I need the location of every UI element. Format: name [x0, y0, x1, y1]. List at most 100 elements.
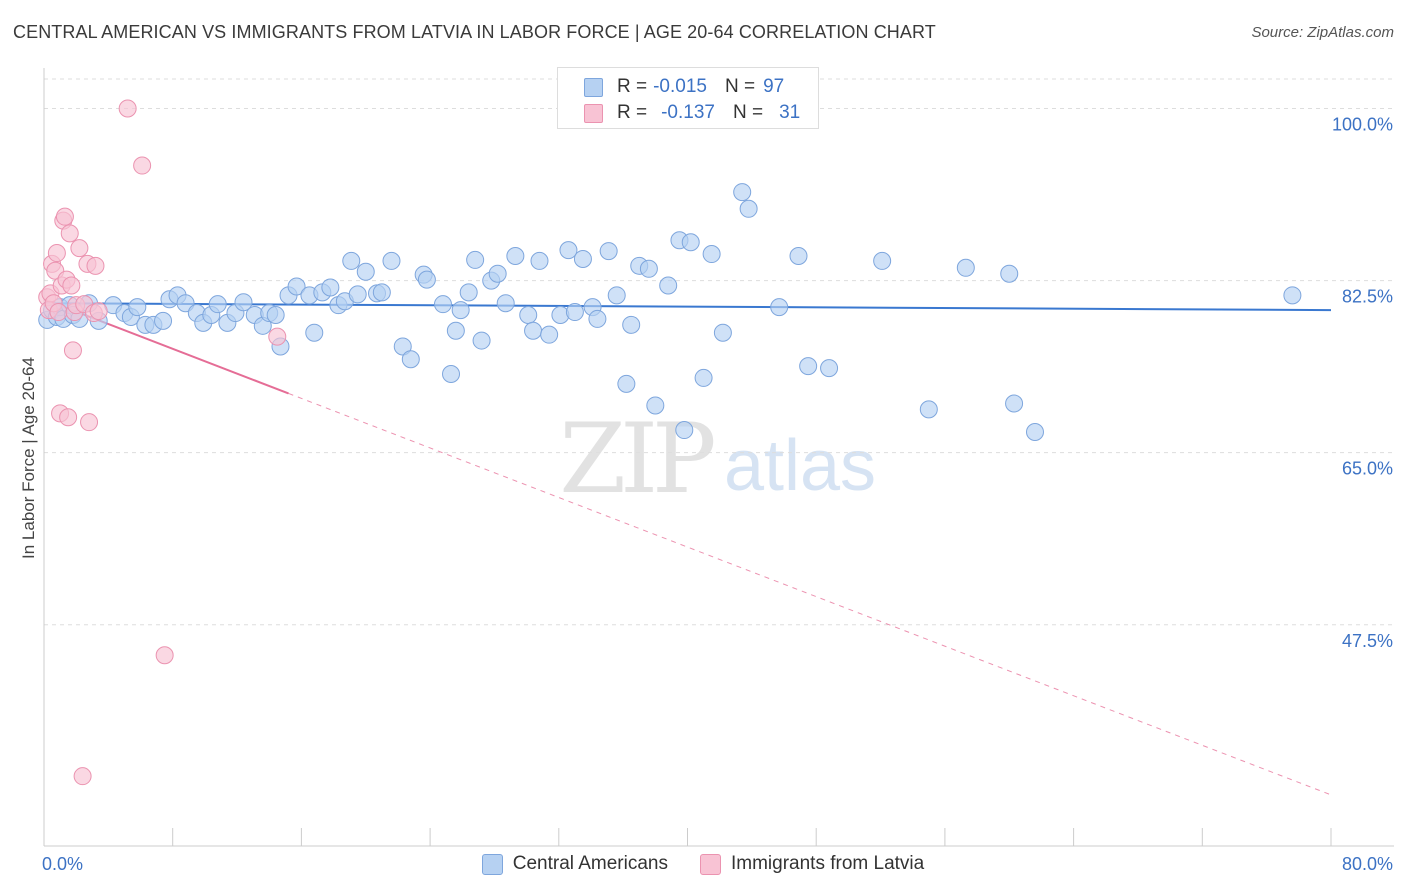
- trend-lines: [43, 298, 1332, 796]
- data-point: [873, 251, 892, 270]
- data-point: [1025, 423, 1044, 442]
- legend-row-central-americans: R = -0.015 N = 97: [584, 75, 784, 99]
- data-point: [133, 156, 152, 175]
- x-tick-label: 80.0%: [1342, 854, 1393, 874]
- data-point: [488, 264, 507, 283]
- watermark-zip: ZIP: [559, 403, 714, 515]
- data-point: [356, 262, 375, 281]
- legend-label: Immigrants from Latvia: [731, 853, 925, 874]
- series-legend: Central Americans Immigrants from Latvia: [0, 852, 1406, 876]
- data-point: [639, 259, 658, 278]
- data-point: [770, 298, 789, 317]
- data-point: [540, 325, 559, 344]
- data-point: [382, 251, 401, 270]
- data-point: [47, 244, 66, 263]
- watermark-atlas: atlas: [724, 426, 876, 506]
- data-point: [393, 337, 412, 356]
- data-point: [208, 295, 227, 314]
- data-point: [442, 365, 461, 383]
- data-point: [789, 247, 808, 265]
- data-point: [519, 306, 538, 324]
- data-point: [588, 309, 607, 328]
- legend-label: Central Americans: [512, 853, 668, 874]
- data-point: [342, 251, 361, 270]
- y-tick-label: 65.0%: [1342, 459, 1393, 479]
- legend-swatch-pink: [584, 103, 603, 123]
- tick-labels: 100.0% 82.5% 65.0% 47.5% 0.0% 80.0%: [42, 115, 1393, 875]
- series-pink: [38, 99, 287, 786]
- data-point: [155, 646, 174, 665]
- data-point: [659, 276, 678, 295]
- data-points: [38, 99, 1302, 786]
- data-point: [472, 331, 491, 350]
- data-point: [62, 276, 81, 295]
- data-point: [451, 301, 470, 320]
- legend-swatch-blue: [481, 853, 503, 875]
- y-tick-label: 100.0%: [1332, 115, 1393, 135]
- data-point: [459, 283, 478, 302]
- data-point: [86, 256, 105, 275]
- data-point: [617, 374, 636, 393]
- r-value: -0.015: [653, 76, 707, 97]
- legend-swatch-blue: [584, 77, 603, 97]
- data-point: [49, 303, 68, 322]
- data-point: [1005, 394, 1024, 413]
- data-point: [70, 239, 89, 258]
- n-value: 97: [763, 76, 785, 97]
- trend-line-latvia-extrapolated: [288, 392, 1332, 796]
- data-point: [266, 306, 285, 324]
- data-point: [599, 242, 618, 261]
- chart-title: CENTRAL AMERICAN VS IMMIGRANTS FROM LATV…: [13, 22, 936, 42]
- data-point: [234, 293, 253, 312]
- r-label: R =: [617, 102, 648, 123]
- data-point: [372, 283, 391, 302]
- legend-row-latvia: R = -0.137 N = 31: [584, 101, 800, 125]
- data-point: [702, 245, 721, 264]
- legend-swatch-pink: [700, 853, 721, 875]
- data-point: [675, 421, 694, 440]
- data-point: [89, 302, 108, 321]
- data-point: [496, 294, 515, 313]
- data-point: [73, 767, 92, 786]
- n-label: N =: [732, 102, 764, 123]
- data-point: [1000, 264, 1019, 283]
- gridlines: [44, 78, 1394, 626]
- data-point: [154, 311, 173, 330]
- data-point: [128, 298, 147, 317]
- correlation-legend: R = -0.015 N = 97 R = -0.137 N = 31: [557, 67, 819, 129]
- series-blue: [38, 183, 1302, 442]
- data-point: [919, 400, 938, 419]
- data-point: [466, 250, 485, 269]
- data-point: [733, 183, 752, 202]
- data-point: [1283, 286, 1302, 305]
- legend-item-latvia[interactable]: Immigrants from Latvia: [700, 853, 924, 875]
- data-point: [401, 350, 420, 369]
- data-point: [417, 270, 436, 289]
- source-label: Source: ZipAtlas.com: [1251, 24, 1394, 41]
- data-point: [565, 303, 584, 322]
- data-point: [681, 233, 700, 252]
- r-value: -0.137: [661, 102, 715, 123]
- data-point: [80, 413, 99, 432]
- data-point: [694, 368, 713, 387]
- data-point: [268, 327, 287, 346]
- legend-item-central-americans[interactable]: Central Americans: [481, 853, 668, 875]
- data-point: [433, 295, 452, 314]
- data-point: [551, 306, 570, 324]
- data-point: [622, 315, 641, 334]
- y-tick-label: 82.5%: [1342, 287, 1393, 307]
- x-tick-label: 0.0%: [42, 854, 83, 874]
- data-point: [446, 321, 465, 340]
- r-label: R =: [617, 76, 648, 97]
- y-tick-label: 47.5%: [1342, 631, 1393, 651]
- data-point: [956, 258, 975, 277]
- data-point: [524, 321, 543, 340]
- data-point: [739, 199, 758, 218]
- data-point: [607, 286, 626, 305]
- data-point: [348, 285, 367, 304]
- n-value: 31: [779, 102, 801, 123]
- watermark: ZIP atlas: [559, 403, 876, 515]
- data-point: [59, 408, 78, 427]
- data-point: [559, 241, 578, 260]
